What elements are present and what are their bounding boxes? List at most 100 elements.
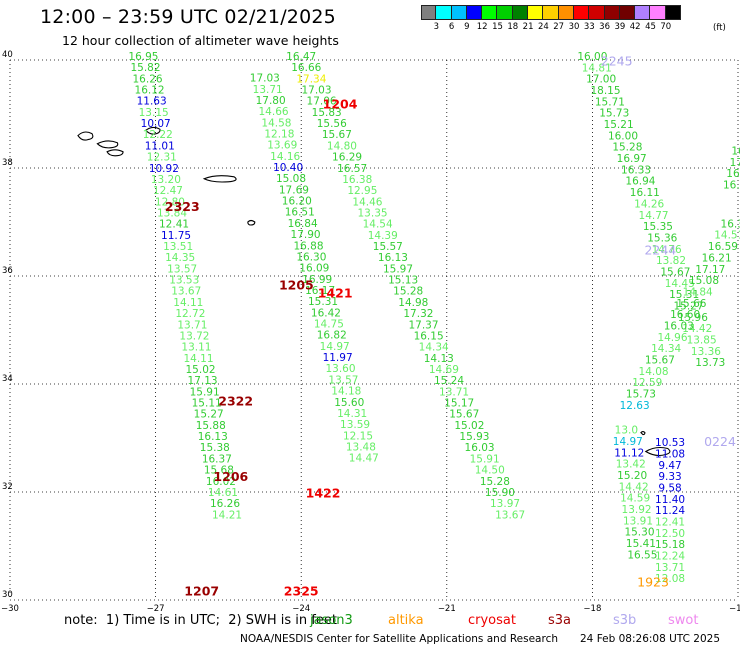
wave-height-value: 15.02 — [186, 364, 216, 376]
wave-height-value: 13.53 — [169, 275, 199, 287]
pass-time-label: 2323 — [165, 199, 200, 214]
longitude-tick-label: −21 — [438, 604, 456, 614]
wave-height-value: 17.17 — [695, 264, 725, 276]
wave-height-value: 14.45 — [665, 278, 695, 290]
wave-height-value: 14.13 — [424, 353, 454, 365]
wave-height-value: 14.39 — [368, 230, 398, 242]
wave-height-value: 16.94 — [625, 176, 655, 188]
wave-height-value: 15.13 — [388, 275, 418, 287]
wave-height-value: 17. — [730, 157, 740, 169]
satellite-legend-altika: altika — [388, 613, 424, 628]
wave-height-value: 16.95 — [128, 51, 158, 63]
wave-height-value: 15.35 — [643, 221, 673, 233]
wave-height-value: 16.21 — [702, 252, 732, 264]
wave-height-value: 12.59 — [632, 377, 662, 389]
wave-height-value: 16.42 — [311, 307, 341, 319]
wave-height-value: 12.31 — [147, 152, 177, 164]
wave-height-value: 13.71 — [655, 562, 685, 574]
pass-time-label: 2325 — [284, 584, 319, 599]
wave-height-value: 14.50 — [475, 465, 505, 477]
wave-height-value: 14.76 — [652, 244, 682, 256]
wave-height-value: 15.30 — [624, 527, 654, 539]
track-c: 17.0313.7117.8014.6614.5812.1813.6914.16… — [250, 73, 379, 465]
wave-height-value: 14.96 — [657, 332, 687, 344]
wave-height-value: 15.67 — [322, 129, 352, 141]
legend-tick-label: 12 — [476, 22, 488, 32]
satellite-legend-cryosat: cryosat — [468, 613, 516, 628]
wave-height-value: 13.97 — [490, 498, 520, 510]
wave-height-value: 16.88 — [293, 240, 323, 252]
wave-height-value: 15.24 — [434, 375, 464, 387]
island-outline — [106, 149, 124, 157]
wave-height-value: 17.80 — [256, 95, 286, 107]
wave-height-value: 13.20 — [151, 174, 181, 186]
coastlines — [77, 126, 671, 457]
wave-height-value: 11.01 — [145, 140, 175, 152]
wave-height-value: 12.41 — [159, 219, 189, 231]
wave-height-value: 16.15 — [414, 330, 444, 342]
wave-height-value: 13.71 — [253, 84, 283, 96]
legend-tick-label: 39 — [614, 22, 626, 32]
generated-timestamp: 24 Feb 08:26:08 UTC 2025 — [580, 633, 720, 645]
wave-height-value: 16.00 — [577, 51, 607, 63]
wave-height-value: 15.08 — [276, 173, 306, 185]
wave-height-value: 13.91 — [623, 515, 653, 527]
island-outline — [145, 126, 161, 135]
wave-height-value: 10.92 — [149, 163, 179, 175]
wave-height-value: 15.88 — [196, 420, 226, 432]
wave-height-value: 15.67 — [660, 266, 690, 278]
legend-swatch — [619, 5, 636, 20]
wave-height-value: 14.35 — [165, 252, 195, 264]
wave-height-value: 12.63 — [620, 400, 650, 412]
legend-tick-label: 24 — [537, 22, 549, 32]
wave-height-value: 14.81 — [582, 62, 612, 74]
legend-swatch — [482, 5, 498, 20]
pass-time-label: 1204 — [323, 97, 358, 112]
wave-height-value: 15.20 — [617, 470, 647, 482]
legend-swatch — [528, 5, 544, 20]
wave-height-value: 16.33 — [621, 164, 651, 176]
wave-height-value: 13.73 — [695, 357, 725, 369]
wave-height-value: 15.57 — [373, 241, 403, 253]
wave-height-value: 16.35 — [721, 218, 740, 230]
legend-swatch — [436, 5, 452, 20]
wave-height-value: 15.28 — [612, 142, 642, 154]
wave-height-value: 15.38 — [200, 442, 230, 454]
wave-height-value: 12.22 — [143, 129, 173, 141]
wave-height-value: 16.38 — [342, 174, 372, 186]
wave-height-value: 14.77 — [639, 210, 669, 222]
latitude-tick-label: 36 — [2, 266, 13, 276]
wave-height-value: 16.66 — [291, 62, 321, 74]
latitude-tick-label: 40 — [2, 50, 13, 60]
wave-height-value: 16.99 — [302, 274, 332, 286]
wave-height-value: 17.90 — [291, 229, 321, 241]
longitude-tick-label: −27 — [147, 604, 165, 614]
legend-tick-label: 27 — [553, 22, 565, 32]
longitude-tick-label: −18 — [583, 604, 601, 614]
track-a: 16.9515.8216.2616.1211.6313.1510.0712.22… — [128, 51, 242, 521]
wave-height-value: 14.18 — [331, 386, 361, 398]
wave-height-value: 13.0 — [615, 425, 638, 437]
wave-height-value: 14.26 — [634, 198, 664, 210]
legend-tick-label: 6 — [448, 22, 455, 32]
credit-line: NOAA/NESDIS Center for Satellite Applica… — [240, 633, 558, 645]
wave-height-value: 10.40 — [273, 162, 303, 174]
wave-height-value: 11.75 — [161, 230, 191, 242]
wave-height-value: 17.00 — [586, 74, 616, 86]
wave-height-value: 13.84 — [157, 207, 187, 219]
wave-height-value: 11.97 — [323, 352, 353, 364]
wave-height-value: 12.47 — [153, 185, 183, 197]
wave-height-value: 15.67 — [645, 354, 675, 366]
wave-height-value: 13.67 — [171, 286, 201, 298]
wave-height-value: 16.51 — [285, 207, 315, 219]
wave-height-value: 16.20 — [282, 196, 312, 208]
legend-swatch — [512, 5, 529, 20]
legend-swatch — [421, 5, 437, 20]
wave-height-value: 16.82 — [317, 330, 347, 342]
wave-height-value: 9.33 — [658, 471, 681, 483]
wave-height-value: 15.66 — [676, 298, 706, 310]
wave-height-value: 12.08 — [655, 573, 685, 585]
wave-height-value: 15.96 — [678, 312, 708, 324]
wave-height-value: 13.69 — [267, 140, 297, 152]
wave-height-value: 16.03 — [465, 442, 495, 454]
